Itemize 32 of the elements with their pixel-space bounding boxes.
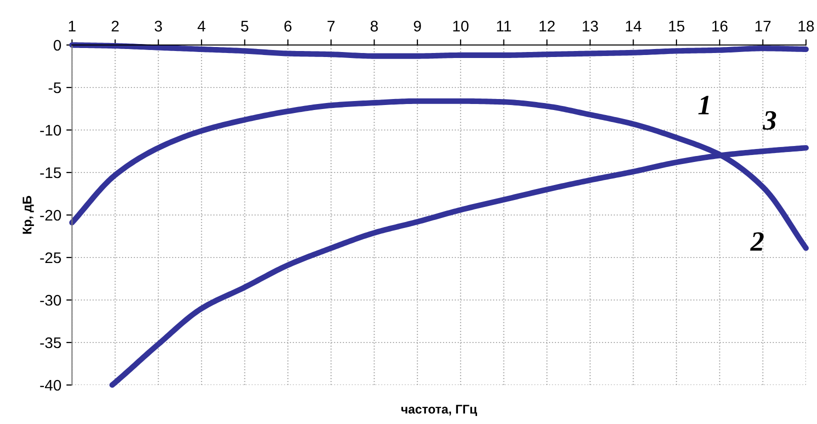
y-tick-label: 0 — [54, 40, 61, 51]
x-tick-label: 5 — [241, 20, 248, 32]
y-tick-label: -15 — [40, 168, 61, 178]
y-tick-label: -30 — [40, 294, 61, 306]
x-tick-label: 6 — [284, 20, 292, 32]
x-tick-label: 7 — [328, 20, 335, 32]
x-tick-label: 15 — [669, 20, 684, 32]
x-tick-label: 2 — [112, 20, 119, 32]
y-axis-title: Кр, дБ — [22, 196, 34, 234]
y-tick-label: -25 — [40, 252, 61, 264]
x-tick-label: 3 — [154, 20, 162, 32]
annotation: 1 — [698, 96, 709, 114]
annotation: 2 — [750, 232, 764, 251]
x-tick-label: 1 — [68, 20, 76, 32]
x-tick-label: 4 — [198, 20, 206, 32]
annotation: 3 — [762, 111, 776, 130]
x-tick-label: 8 — [370, 20, 378, 32]
x-tick-label: 17 — [755, 20, 771, 32]
x-tick-label: 14 — [626, 20, 642, 32]
y-tick-label: -35 — [40, 337, 61, 348]
x-tick-label: 16 — [712, 20, 728, 32]
y-tick-label: -20 — [40, 210, 61, 221]
y-tick-label: -5 — [48, 82, 61, 94]
y-tick-label: -10 — [40, 124, 61, 136]
x-axis-title: частота, ГГц — [401, 404, 478, 416]
x-tick-label: 12 — [540, 20, 555, 32]
x-tick-label: 13 — [582, 20, 598, 32]
y-tick-label: -40 — [40, 380, 61, 391]
x-tick-label: 11 — [496, 20, 511, 32]
x-tick-label: 18 — [798, 20, 814, 32]
x-tick-label: 10 — [453, 20, 468, 32]
x-tick-label: 9 — [414, 20, 421, 32]
